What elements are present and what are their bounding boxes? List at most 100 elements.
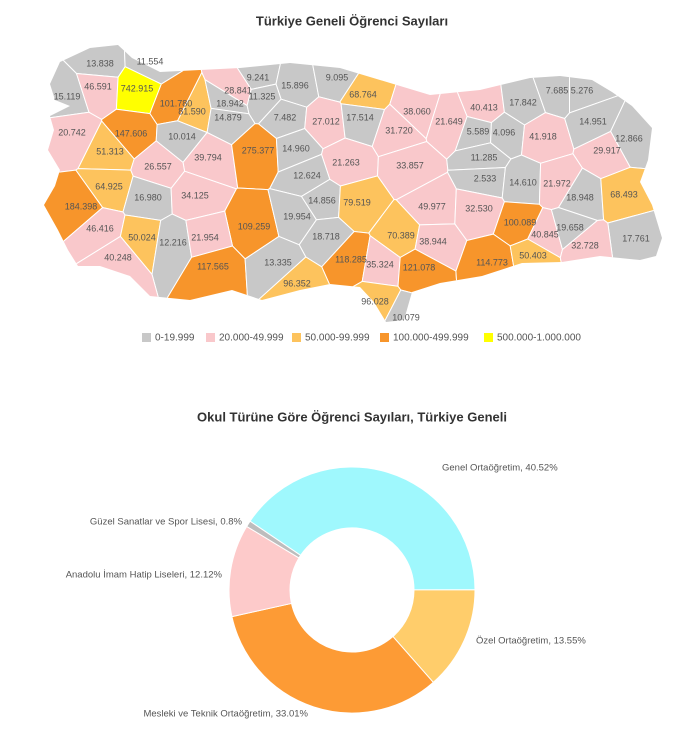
province-label: 17.842 [509,97,537,107]
province-label: 18.942 [216,98,244,108]
province-label: 101.780 [160,98,193,108]
province [44,45,90,126]
province-label: 147.606 [115,128,148,138]
legend-label: 0-19.999 [155,333,195,344]
province-label: 5.589 [467,126,490,136]
province-label: 14.951 [579,116,607,126]
province-label: 21.263 [332,157,360,167]
province-label: 50.024 [128,232,156,242]
province-label: 2.533 [474,173,497,183]
province [610,45,662,175]
province-label: 40.413 [470,102,498,112]
province-label: 18.948 [566,192,594,202]
legend-swatch [484,333,493,342]
legend-label: 100.000-499.999 [393,333,469,344]
legend-swatch [142,333,151,342]
province-label: 26.557 [144,161,172,171]
province-label: 184.398 [65,201,98,211]
legend-label: 500.000-1.000.000 [497,333,581,344]
province-label: 40.248 [104,252,132,262]
province-label: 38.944 [419,236,447,246]
province-label: 100.089 [504,217,537,227]
donut-title: Okul Türüne Göre Öğrenci Sayıları, Türki… [197,409,507,424]
donut-slice [231,602,434,714]
donut-label: Mesleki ve Teknik Ortaöğretim, 33.01% [143,709,308,720]
legend-swatch [292,333,301,342]
province-label: 14.610 [509,177,537,187]
province-label: 17.514 [346,112,374,122]
province-label: 29.917 [593,145,621,155]
province-label: 4.096 [493,127,516,137]
map-title: Türkiye Geneli Öğrenci Sayıları [256,13,448,28]
province-label: 14.879 [214,112,242,122]
province-label: 114.773 [476,257,508,267]
province-label: 7.685 [546,85,569,95]
province-label: 18.718 [312,231,340,241]
donut: Genel Ortaöğretim, 40.52% Özel Ortaöğreti… [66,463,587,720]
donut-slice [249,466,476,591]
province-label: 12.624 [293,170,321,180]
legend-label: 50.000-99.999 [305,333,370,344]
province-label: 32.530 [465,203,493,213]
province-label: 39.794 [194,152,222,162]
province-label: 96.352 [283,278,311,288]
province-label: 9.095 [326,72,349,82]
province-label: 11.285 [471,152,498,162]
province-label: 68.493 [610,189,638,199]
province-label: 50.403 [519,250,547,260]
donut-label: Güzel Sanatlar ve Spor Lisesi, 0.8% [90,517,243,528]
province-label: 13.838 [86,58,114,68]
province-label: 21.954 [191,232,219,242]
province-label: 46.591 [84,81,112,91]
province-label: 7.482 [274,112,297,122]
donut-label: Özel Ortaöğretim, 13.55% [476,636,586,647]
province-label: 96.028 [361,296,389,306]
province-label: 81.590 [178,106,206,116]
province-label: 5.276 [571,85,594,95]
province-label: 12.216 [159,237,187,247]
province-label: 10.079 [392,312,420,322]
province-label: 21.649 [435,116,463,126]
province-label: 11.554 [137,56,164,66]
province-label: 41.918 [529,131,557,141]
province-label: 121.078 [403,262,436,272]
province-label: 118.285 [335,254,367,264]
province [275,45,320,108]
province-label: 79.519 [343,197,371,207]
province-label: 68.764 [349,89,377,99]
province [607,197,662,322]
province-label: 27.012 [312,116,340,126]
province-label: 117.565 [197,261,229,271]
province-label: 19.658 [556,222,584,232]
province-label: 46.416 [86,223,114,233]
province-label: 9.241 [247,72,270,82]
legend-swatch [380,333,389,342]
province [44,45,126,78]
province-label: 742.915 [121,83,154,93]
province-label: 109.259 [238,221,271,231]
province-label: 16.980 [134,192,162,202]
province-label: 70.389 [387,230,415,240]
legend-swatch [206,333,215,342]
province-label: 21.972 [543,178,571,188]
province-label: 17.761 [622,233,650,243]
province-label: 10.014 [168,131,196,141]
donut-label: Anadolu İmam Hatip Liseleri, 12.12% [66,570,223,581]
province-label: 14.960 [282,143,310,153]
province-label: 19.954 [283,211,311,221]
province-label: 35.324 [366,259,394,269]
donut-label: Genel Ortaöğretim, 40.52% [442,463,558,474]
province-label: 15.119 [54,91,81,101]
legend: 0-19.999 20.000-49.999 50.000-99.999 100.00… [142,333,581,344]
province-label: 15.896 [281,80,309,90]
province-label: 12.866 [615,133,643,143]
province-label: 28.841 [224,85,252,95]
province [569,45,662,114]
province-label: 51.313 [96,146,124,156]
donut-slice [246,520,302,559]
province-label: 64.925 [95,181,123,191]
province-label: 275.377 [242,145,275,155]
province-label: 14.856 [308,195,336,205]
province-label: 49.977 [418,201,446,211]
